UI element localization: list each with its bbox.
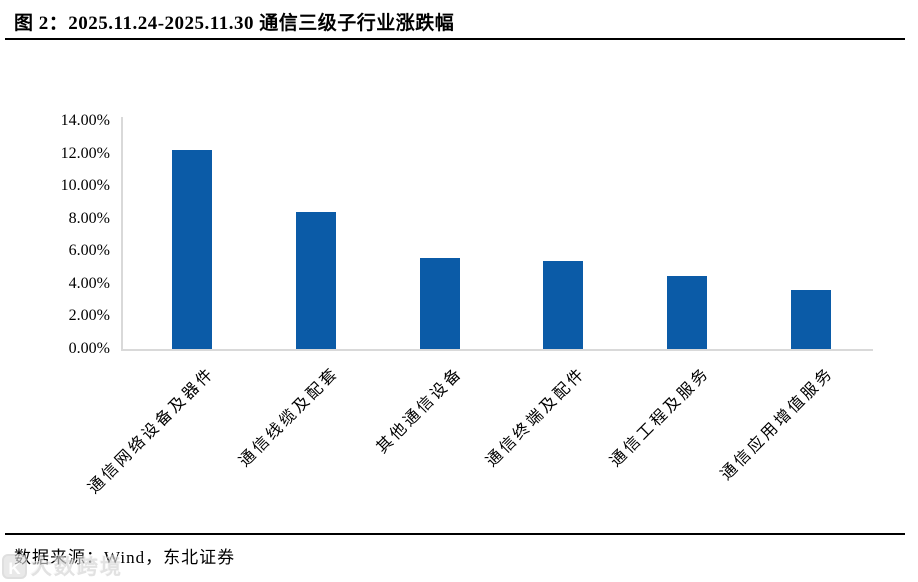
y-tick-label: 2.00% (68, 307, 110, 325)
bar-其他通信设备 (419, 258, 460, 349)
x-axis-line (121, 349, 873, 351)
y-tick-label: 10.00% (60, 177, 110, 195)
footer-divider (5, 533, 905, 535)
x-category-label: 通信工程及服务 (607, 364, 714, 471)
plot-area (122, 121, 872, 349)
x-category-label: 通信网络设备及器件 (85, 364, 219, 498)
y-axis-line (121, 117, 123, 351)
title-divider (5, 38, 905, 40)
y-tick-label: 6.00% (68, 242, 110, 260)
x-category-label: 通信终端及配件 (483, 364, 590, 471)
figure-title: 图 2：2025.11.24-2025.11.30 通信三级子行业涨跌幅 (14, 13, 455, 34)
x-category-label: 通信线缆及配套 (235, 364, 343, 471)
bar-通信应用增值服务 (791, 290, 831, 349)
data-source-label: 数据来源：Wind，东北证券 (14, 548, 236, 567)
bar-通信工程及服务 (667, 276, 708, 349)
y-tick-label: 0.00% (68, 340, 110, 357)
x-category-label: 通信应用增值服务 (717, 364, 838, 484)
x-category-label: 其他通信设备 (373, 364, 466, 457)
y-tick-label: 14.00% (60, 112, 110, 129)
y-tick-label: 4.00% (68, 274, 110, 292)
bar-通信线缆及配套 (295, 212, 336, 349)
bar-通信网络设备及器件 (172, 150, 212, 349)
y-tick-label: 12.00% (60, 144, 110, 162)
y-tick-label: 8.00% (68, 209, 110, 227)
bar-通信终端及配件 (543, 261, 584, 349)
